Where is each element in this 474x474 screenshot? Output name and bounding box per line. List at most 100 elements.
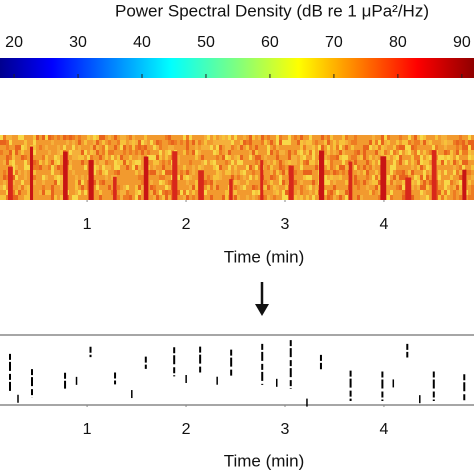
spectrogram-cell xyxy=(372,180,375,185)
spectrogram-cell xyxy=(168,190,171,195)
spectrogram-cell xyxy=(327,165,330,170)
spectrogram-cell xyxy=(78,155,81,160)
spectrogram-cell xyxy=(186,140,189,145)
spectrogram-cell xyxy=(237,180,240,185)
spectrogram-event xyxy=(431,150,437,200)
spectrogram-cell xyxy=(231,160,234,165)
spectrogram-cell xyxy=(240,155,243,160)
spectrogram-cell xyxy=(150,170,153,175)
spectrogram-cell xyxy=(39,165,42,170)
spectrogram-cell xyxy=(21,135,24,140)
spectrogram-cell xyxy=(267,150,270,155)
spectrogram-cell xyxy=(408,170,411,175)
spectrogram-cell xyxy=(117,195,120,200)
spectrogram-cell xyxy=(12,155,15,160)
spectrogram-cell xyxy=(3,160,6,165)
spectrogram-cell xyxy=(114,170,117,175)
spectrogram-cell xyxy=(213,160,216,165)
spectrogram-cell xyxy=(51,170,54,175)
spectrogram-cell xyxy=(204,140,207,145)
spectrogram-cell xyxy=(12,150,15,155)
spectrogram-cell xyxy=(462,165,465,170)
spectrogram-cell xyxy=(48,150,51,155)
spectrogram-cell xyxy=(213,175,216,180)
spectrogram-cell xyxy=(144,145,147,150)
spectrogram-cell xyxy=(375,155,378,160)
spectrogram-cell xyxy=(282,195,285,200)
spectrogram-cell xyxy=(396,145,399,150)
spectrogram-cell xyxy=(60,180,63,185)
spectrogram-cell xyxy=(426,165,429,170)
spectrogram-cell xyxy=(201,145,204,150)
spectrogram-cell xyxy=(321,135,324,140)
spectrogram-cell xyxy=(375,180,378,185)
spectrogram-cell xyxy=(381,150,384,155)
spectrogram-cell xyxy=(270,170,273,175)
spectrogram-cell xyxy=(417,185,420,190)
spectrogram-cell xyxy=(339,145,342,150)
spectrogram-cell xyxy=(444,145,447,150)
spectrogram-cell xyxy=(255,190,258,195)
spectrogram-cell xyxy=(459,135,462,140)
spectrogram-cell xyxy=(165,155,168,160)
spectrogram-cell xyxy=(195,150,198,155)
spectrogram-cell xyxy=(402,140,405,145)
spectrogram-cell xyxy=(192,195,195,200)
spectrogram-cell xyxy=(33,170,36,175)
spectrogram-cell xyxy=(120,195,123,200)
spectrogram-cell xyxy=(336,175,339,180)
spectrogram-cell xyxy=(93,165,96,170)
spectrogram-cell xyxy=(234,165,237,170)
spectrogram-cell xyxy=(27,165,30,170)
spectrogram-cell xyxy=(138,140,141,145)
spectrogram-cell xyxy=(138,160,141,165)
spectrogram-cell xyxy=(354,165,357,170)
spectrogram-cell xyxy=(186,180,189,185)
spectrogram-cell xyxy=(423,135,426,140)
spectrogram-cell xyxy=(270,165,273,170)
spectrogram-cell xyxy=(417,175,420,180)
spectrogram-cell xyxy=(105,165,108,170)
spectrogram-cell xyxy=(180,140,183,145)
spectrogram-cell xyxy=(372,165,375,170)
spectrogram-cell xyxy=(6,155,9,160)
spectrogram-cell xyxy=(294,160,297,165)
x-tick-label: 1 xyxy=(83,216,92,233)
spectrogram-cell xyxy=(360,195,363,200)
spectrogram-cell xyxy=(291,160,294,165)
spectrogram-cell xyxy=(6,195,9,200)
spectrogram-cell xyxy=(90,135,93,140)
spectrogram-cell xyxy=(342,170,345,175)
spectrogram-cell xyxy=(402,160,405,165)
spectrogram-cell xyxy=(423,140,426,145)
spectrogram-cell xyxy=(24,185,27,190)
spectrogram-cell xyxy=(285,160,288,165)
spectrogram-cell xyxy=(216,140,219,145)
spectrogram-cell xyxy=(324,190,327,195)
spectrogram-cell xyxy=(453,190,456,195)
spectrogram-cell xyxy=(240,145,243,150)
spectrogram-cell xyxy=(138,155,141,160)
spectrogram-cell xyxy=(123,135,126,140)
spectrogram-cell xyxy=(156,170,159,175)
spectrogram-cell xyxy=(468,140,471,145)
spectrogram-cell xyxy=(96,140,99,145)
spectrogram-cell xyxy=(84,140,87,145)
spectrogram-cell xyxy=(252,150,255,155)
spectrogram-cell xyxy=(159,155,162,160)
spectrogram-cell xyxy=(219,140,222,145)
spectrogram-cell xyxy=(60,195,63,200)
spectrogram-cell xyxy=(429,165,432,170)
spectrogram-cell xyxy=(93,160,96,165)
spectrogram-cell xyxy=(252,195,255,200)
spectrogram-cell xyxy=(255,175,258,180)
spectrogram-cell xyxy=(135,170,138,175)
spectrogram-cell xyxy=(141,185,144,190)
spectrogram-cell xyxy=(162,180,165,185)
spectrogram-cell xyxy=(120,160,123,165)
spectrogram-cell xyxy=(309,170,312,175)
spectrogram-cell xyxy=(471,155,474,160)
spectrogram-cell xyxy=(147,150,150,155)
spectrogram-cell xyxy=(414,180,417,185)
